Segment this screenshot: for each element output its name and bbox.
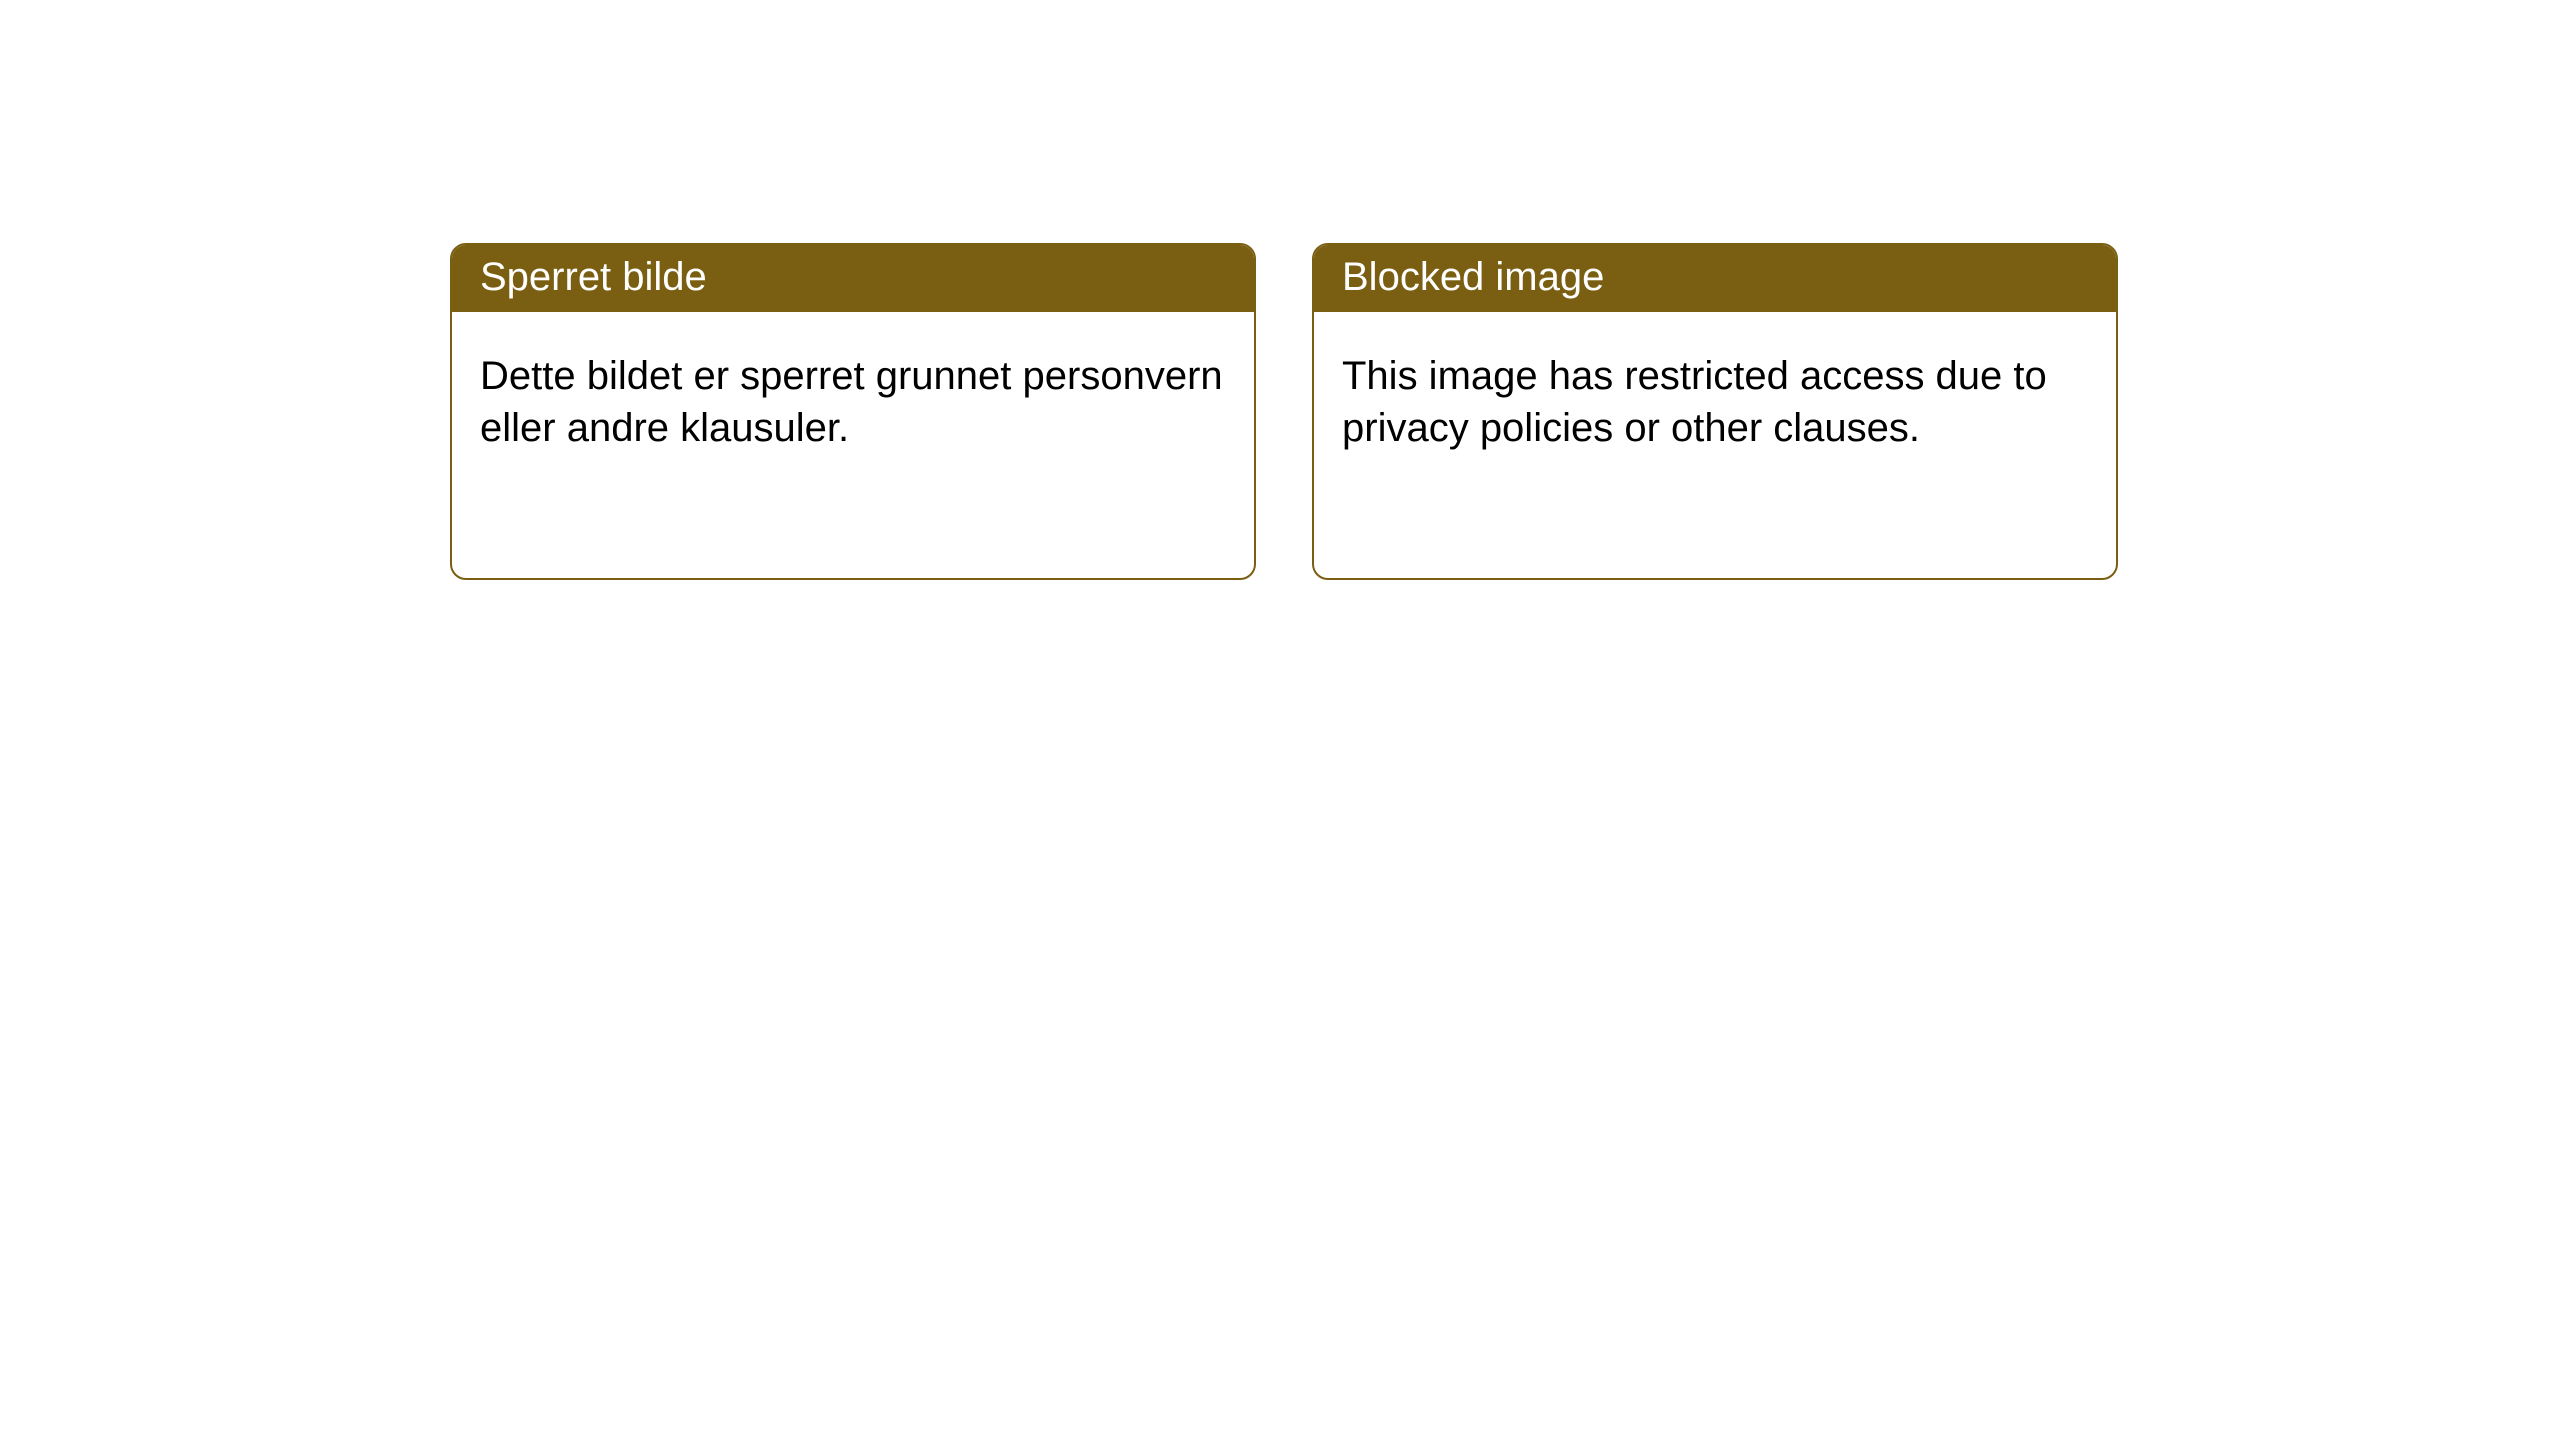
card-body: This image has restricted access due to …: [1314, 312, 2116, 492]
card-header: Sperret bilde: [452, 245, 1254, 312]
notice-card-english: Blocked image This image has restricted …: [1312, 243, 2118, 580]
card-title: Sperret bilde: [480, 255, 707, 299]
card-header: Blocked image: [1314, 245, 2116, 312]
card-title: Blocked image: [1342, 255, 1604, 299]
card-body-text: Dette bildet er sperret grunnet personve…: [480, 354, 1223, 450]
card-body: Dette bildet er sperret grunnet personve…: [452, 312, 1254, 492]
card-body-text: This image has restricted access due to …: [1342, 354, 2047, 450]
notice-card-norwegian: Sperret bilde Dette bildet er sperret gr…: [450, 243, 1256, 580]
notice-container: Sperret bilde Dette bildet er sperret gr…: [0, 0, 2560, 580]
